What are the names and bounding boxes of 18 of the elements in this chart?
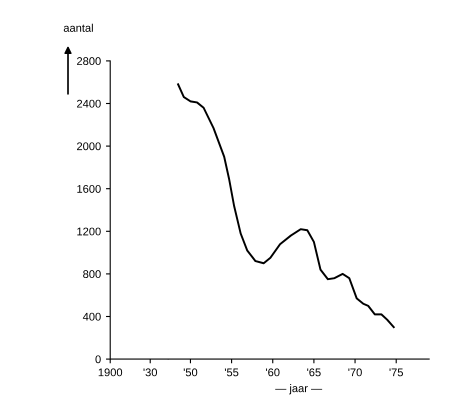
y-tick-label: 800: [83, 270, 101, 278]
y-tick-label: 400: [82, 312, 101, 321]
x-tick-label: '60: [266, 368, 280, 376]
x-tick-label: '55: [224, 368, 238, 376]
x-tick-label: '65: [307, 368, 321, 376]
y-tick-label: 2800: [77, 57, 101, 66]
x-axis-title: — jaar —: [275, 384, 322, 394]
y-tick-label: 0: [95, 355, 101, 364]
y-tick-label: 2400: [77, 100, 101, 108]
x-tick-label: 1900: [98, 368, 122, 376]
y-tick-label: 2000: [77, 142, 101, 150]
x-tick-label: '75: [390, 368, 403, 376]
y-tick-label: 1200: [77, 228, 101, 236]
y-axis-title: aantal: [64, 24, 93, 32]
x-tick-label: '70: [348, 368, 362, 376]
y-tick-label: 1600: [77, 184, 101, 193]
x-tick-label: '30: [144, 368, 158, 376]
x-tick-label: '50: [184, 368, 198, 376]
